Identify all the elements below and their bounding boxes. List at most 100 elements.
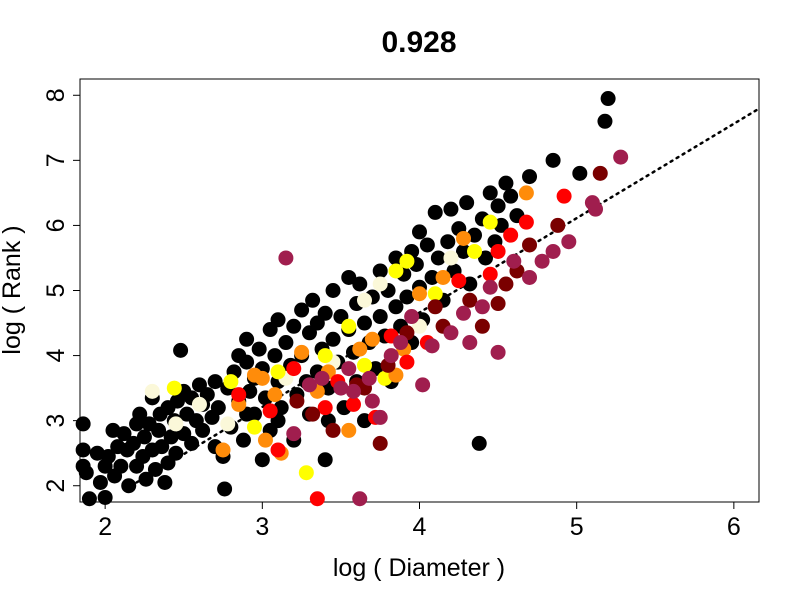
data-point <box>456 305 472 321</box>
data-point <box>556 188 572 204</box>
data-point <box>184 435 200 451</box>
data-point <box>352 276 368 292</box>
data-point <box>294 302 310 318</box>
data-point <box>503 188 519 204</box>
data-point <box>427 299 443 315</box>
data-point <box>451 273 467 289</box>
data-point <box>147 461 163 477</box>
data-point <box>144 383 160 399</box>
data-point <box>325 283 341 298</box>
data-point <box>278 335 294 351</box>
x-tick-label: 4 <box>413 513 427 541</box>
data-point <box>522 269 538 285</box>
data-point <box>522 237 538 253</box>
x-tick-label: 2 <box>98 513 112 541</box>
x-tick-label: 3 <box>255 513 269 541</box>
data-point <box>415 377 431 393</box>
data-point <box>270 364 286 380</box>
data-point <box>588 201 604 217</box>
data-point <box>286 318 302 334</box>
data-point <box>372 276 388 292</box>
data-point <box>356 292 372 308</box>
data-point <box>399 289 415 305</box>
data-point <box>412 286 427 302</box>
y-tick-label: 2 <box>42 479 70 493</box>
data-point <box>239 354 255 370</box>
data-point <box>215 442 231 458</box>
data-point <box>267 348 283 364</box>
data-point <box>356 357 372 373</box>
data-point <box>163 429 179 445</box>
data-point <box>478 250 494 266</box>
y-tick-label: 4 <box>42 349 70 363</box>
data-point <box>341 361 357 377</box>
data-point <box>325 331 341 347</box>
data-point <box>364 393 380 409</box>
data-point <box>474 318 490 334</box>
data-point <box>352 491 368 507</box>
y-tick-label: 7 <box>42 153 70 167</box>
data-point <box>301 377 317 393</box>
data-point <box>364 331 380 347</box>
y-tick-label: 8 <box>42 88 70 102</box>
y-axis-label: log ( Rank ) <box>0 225 26 354</box>
data-point <box>239 331 255 347</box>
data-point <box>333 380 349 396</box>
data-point <box>462 292 478 308</box>
data-point <box>97 489 113 505</box>
x-tick-label: 6 <box>727 513 741 541</box>
data-point <box>168 416 184 432</box>
data-point <box>305 292 321 308</box>
data-point <box>207 374 223 390</box>
data-point <box>168 445 184 461</box>
y-tick-label: 5 <box>42 284 70 298</box>
data-point <box>456 230 472 246</box>
data-point <box>482 266 498 282</box>
data-point <box>427 286 443 302</box>
data-point <box>151 422 167 438</box>
data-point <box>474 299 490 315</box>
data-point <box>317 305 333 321</box>
data-point <box>309 491 325 507</box>
fit-line-group <box>135 108 759 484</box>
data-point <box>435 269 451 285</box>
data-point <box>317 348 333 364</box>
data-point <box>550 217 566 233</box>
data-point <box>317 400 333 416</box>
data-point <box>75 416 91 432</box>
data-point <box>498 276 514 292</box>
data-point <box>372 409 388 425</box>
data-point <box>78 465 94 481</box>
data-point <box>503 227 519 243</box>
data-point <box>231 387 247 403</box>
data-point <box>246 419 262 435</box>
data-point <box>518 185 534 201</box>
data-point <box>210 400 226 416</box>
data-point <box>592 165 608 181</box>
data-point <box>345 396 361 412</box>
data-point <box>154 439 170 455</box>
data-point <box>314 370 330 386</box>
chart-title: 0.928 <box>381 26 456 59</box>
data-point <box>294 344 310 360</box>
data-point <box>138 471 154 487</box>
data-point <box>388 299 404 315</box>
data-point <box>419 237 435 253</box>
data-point <box>482 279 498 295</box>
data-point <box>600 91 616 107</box>
data-point <box>424 338 440 354</box>
data-point <box>372 435 388 451</box>
data-point <box>286 426 302 442</box>
data-point <box>424 269 440 285</box>
data-point <box>399 354 415 370</box>
data-point <box>506 253 522 269</box>
fit-line <box>135 108 759 484</box>
data-point <box>341 318 357 334</box>
data-point <box>157 474 173 490</box>
data-point <box>471 435 487 451</box>
data-point <box>235 432 251 448</box>
data-point <box>361 370 377 386</box>
data-point <box>404 309 420 325</box>
data-point <box>482 214 498 230</box>
x-tick-label: 5 <box>570 513 584 541</box>
